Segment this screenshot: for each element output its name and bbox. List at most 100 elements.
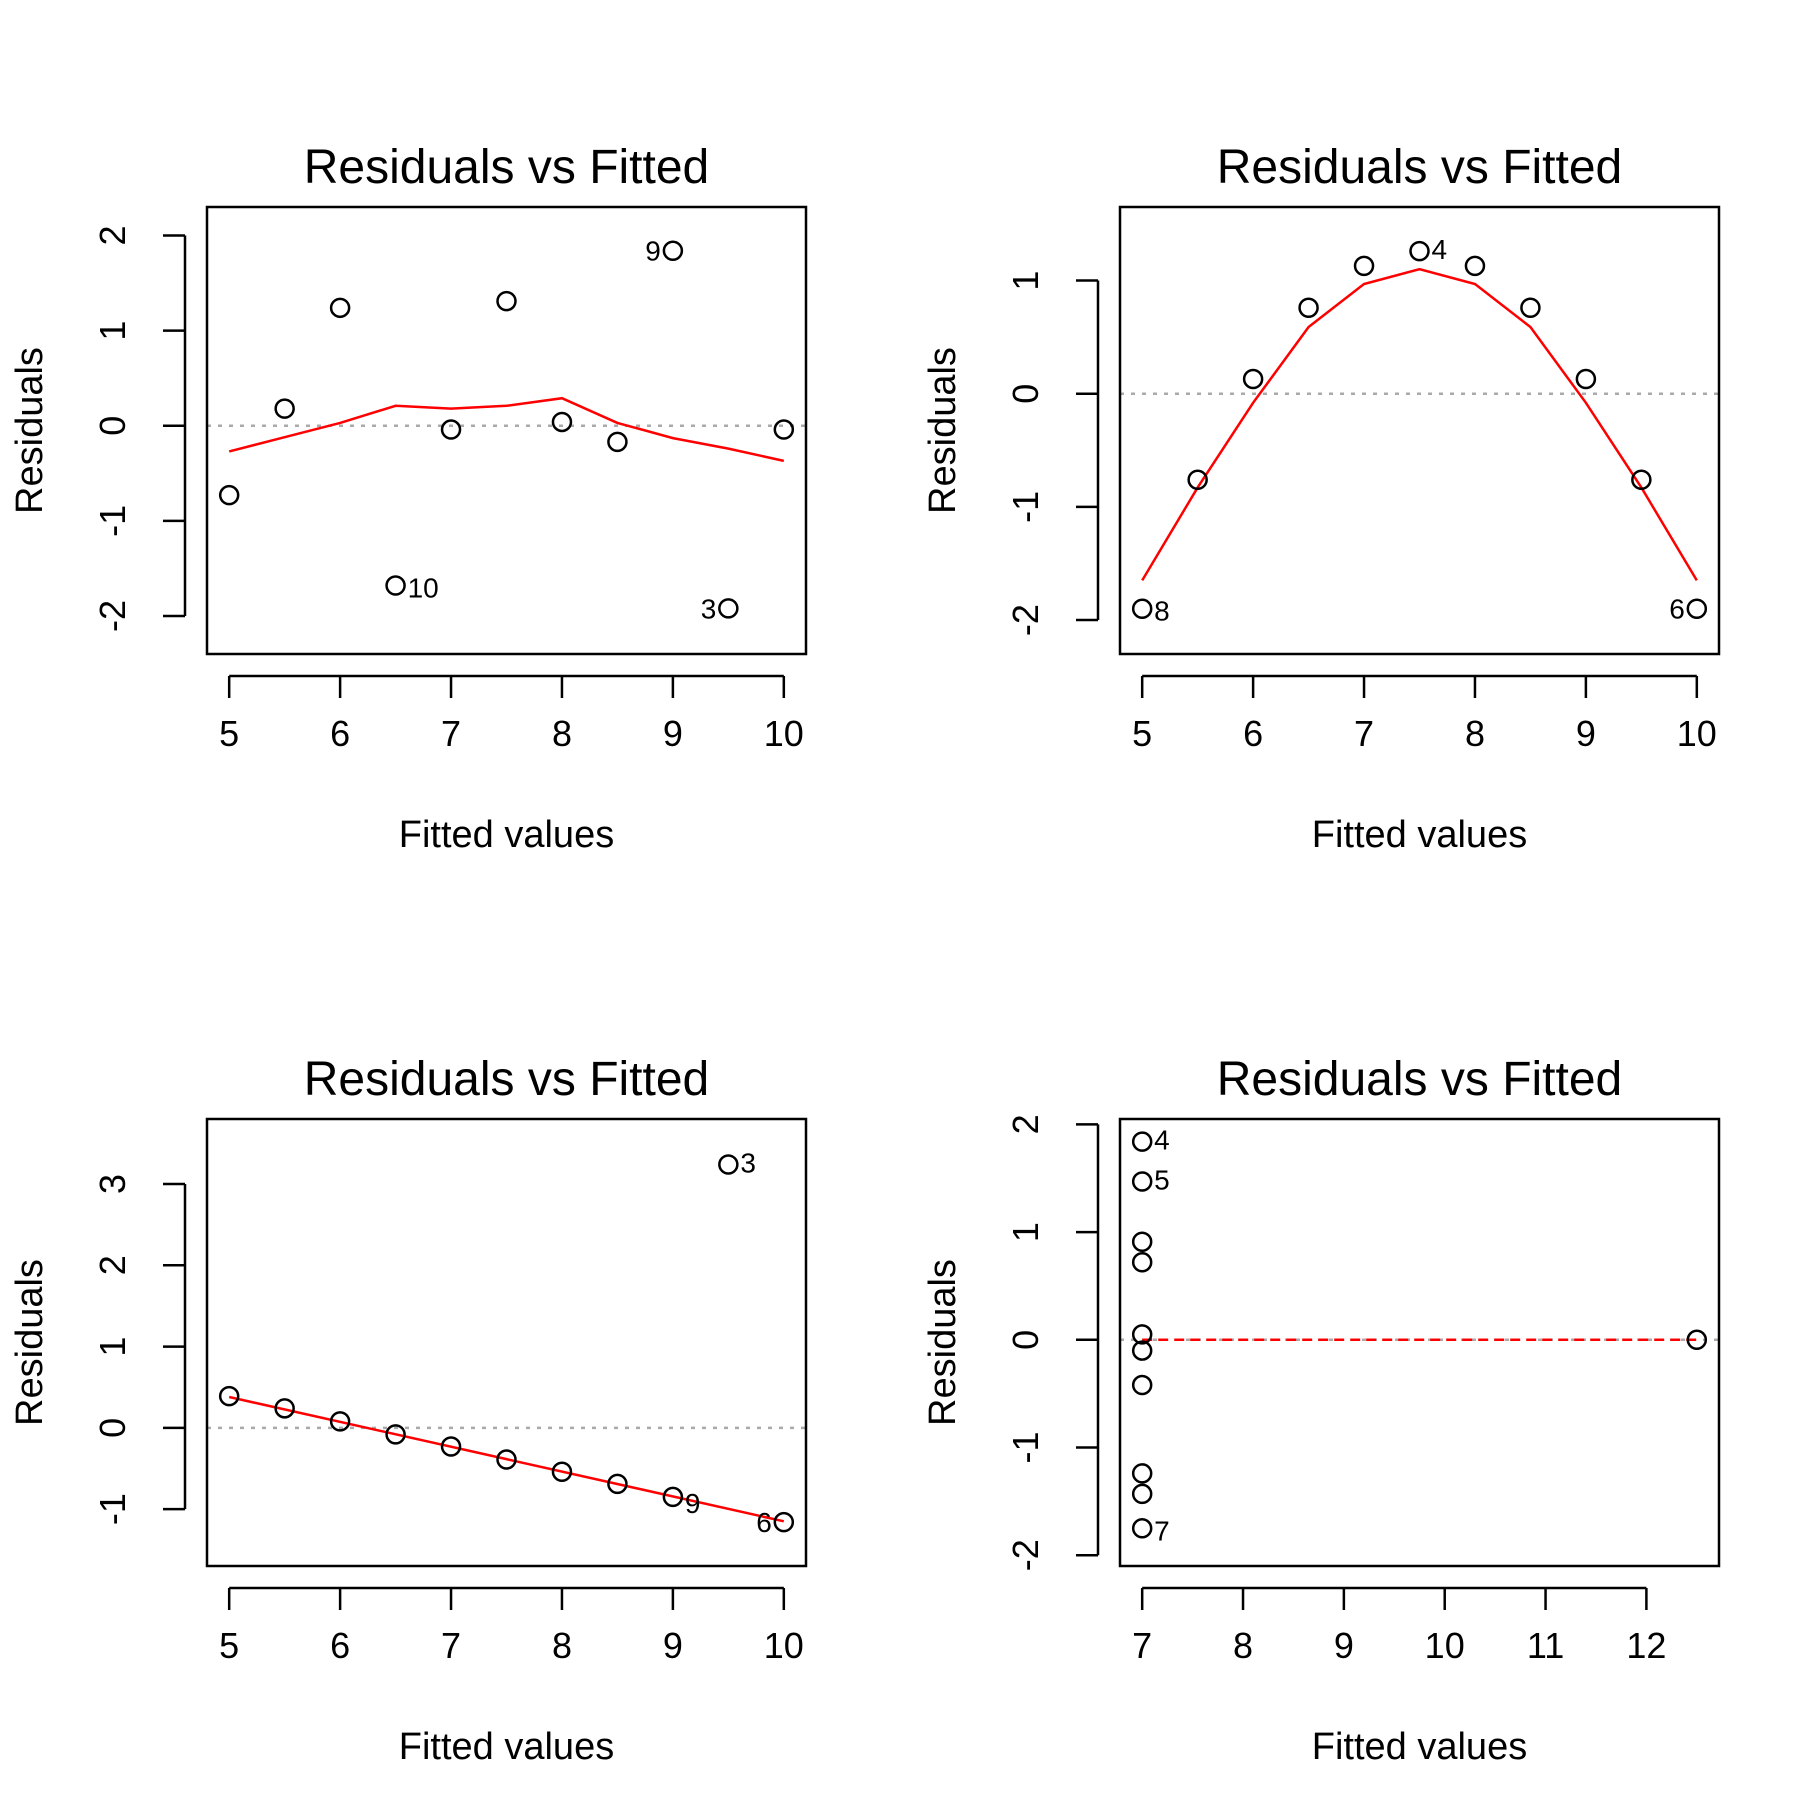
y-tick-label: 1 (1005, 271, 1046, 291)
data-point (1131, 598, 1153, 619)
y-tick-label: -2 (1005, 1539, 1046, 1571)
data-point (1409, 240, 1430, 262)
smooth-line (228, 396, 785, 463)
data-point (385, 575, 406, 596)
data-point (607, 1473, 628, 1495)
x-tick-label: 12 (1626, 1625, 1666, 1666)
x-tick-label: 10 (764, 1625, 804, 1666)
point-label: 3 (701, 593, 717, 624)
data-point (329, 297, 351, 319)
x-axis-label: Fitted values (399, 814, 614, 856)
smooth-line (228, 1395, 785, 1523)
data-point (1131, 1231, 1153, 1253)
data-point (1187, 469, 1208, 490)
x-tick-label: 9 (663, 1625, 683, 1666)
data-point (1131, 1171, 1153, 1192)
point-label: 6 (1669, 594, 1685, 625)
y-axis-label: Residuals (9, 1259, 51, 1426)
x-tick-label: 7 (1132, 1625, 1152, 1666)
chart-title: Residuals vs Fitted (304, 141, 710, 194)
chart-title: Residuals vs Fitted (1217, 141, 1623, 194)
data-point (1131, 1252, 1153, 1273)
data-point (551, 1461, 573, 1482)
y-tick-label: -2 (92, 600, 133, 632)
data-point (1686, 1329, 1708, 1351)
data-point (1131, 1518, 1153, 1539)
data-point (718, 1154, 739, 1175)
point-label: 5 (1154, 1164, 1170, 1195)
panel-3: Residuals vs Fitted Fitted values Residual… (9, 1053, 808, 1768)
x-tick-label: 9 (1576, 713, 1596, 754)
y-tick-label: 0 (92, 1418, 133, 1438)
data-point (1464, 255, 1486, 277)
data-point (385, 1424, 406, 1445)
x-tick-label: 6 (1243, 713, 1263, 754)
y-tick-label: -1 (92, 1493, 133, 1525)
x-tick-label: 8 (1465, 713, 1485, 754)
x-tick-label: 8 (552, 713, 572, 754)
x-tick-label: 5 (1132, 713, 1152, 754)
data-point (1575, 368, 1597, 390)
x-tick-label: 9 (1334, 1625, 1354, 1666)
x-tick-label: 10 (1425, 1625, 1465, 1666)
data-point (1131, 1324, 1153, 1345)
data-point (662, 1486, 684, 1508)
point-label: 6 (756, 1507, 772, 1538)
point-label: 8 (1154, 596, 1170, 627)
y-tick-label: -2 (1005, 604, 1046, 636)
point-label: 3 (740, 1148, 756, 1179)
y-tick-label: 0 (1005, 1330, 1046, 1350)
data-point (773, 419, 795, 440)
x-tick-label: 11 (1527, 1625, 1564, 1666)
x-axis-label: Fitted values (399, 1726, 614, 1768)
data-point (274, 398, 295, 419)
data-point (1131, 1340, 1153, 1361)
point-label: 4 (1432, 234, 1448, 265)
data-point (440, 1436, 462, 1457)
data-point (773, 1511, 795, 1533)
y-tick-label: 1 (92, 321, 133, 341)
data-point (1242, 368, 1264, 390)
data-point (1298, 297, 1319, 318)
x-tick-label: 10 (1677, 713, 1717, 754)
x-tick-label: 5 (219, 1625, 239, 1666)
x-axis-label: Fitted values (1312, 814, 1527, 856)
x-tick-label: 7 (1354, 713, 1374, 754)
point-label: 9 (645, 236, 661, 267)
y-tick-label: 0 (92, 416, 133, 436)
point-label: 9 (685, 1488, 701, 1519)
x-tick-label: 8 (552, 1625, 572, 1666)
data-point (662, 240, 684, 261)
y-tick-label: -1 (1005, 1432, 1046, 1464)
x-tick-label: 5 (219, 713, 239, 754)
plot-frame (1118, 1117, 1721, 1568)
plot-frame (205, 205, 808, 656)
plot-frame (1118, 205, 1721, 656)
data-point (1131, 1131, 1153, 1152)
data-point (218, 484, 240, 506)
panel-2: Residuals vs Fitted Fitted values Residual… (922, 141, 1721, 856)
x-tick-label: 6 (330, 1625, 350, 1666)
data-point (1631, 469, 1652, 490)
data-point (1686, 598, 1708, 619)
y-axis-label: Residuals (922, 347, 964, 514)
data-point (218, 1385, 240, 1407)
panel-1: Residuals vs Fitted Fitted values Residual… (9, 141, 808, 856)
y-tick-label: 0 (1005, 384, 1046, 404)
y-tick-label: 1 (1005, 1222, 1046, 1242)
data-point (496, 290, 517, 312)
data-point (1131, 1374, 1153, 1396)
data-point (607, 431, 628, 453)
chart-title: Residuals vs Fitted (1217, 1053, 1623, 1106)
x-axis-label: Fitted values (1312, 1726, 1527, 1768)
x-tick-label: 7 (441, 713, 461, 754)
y-tick-label: 1 (92, 1337, 133, 1357)
y-tick-label: 2 (1005, 1114, 1046, 1134)
y-axis-label: Residuals (922, 1259, 964, 1426)
data-point (1353, 255, 1375, 277)
panel-4: Residuals vs Fitted Fitted values Residual… (922, 1053, 1721, 1768)
data-point (440, 419, 462, 440)
data-point (1131, 1483, 1153, 1505)
y-tick-label: -1 (92, 505, 133, 537)
